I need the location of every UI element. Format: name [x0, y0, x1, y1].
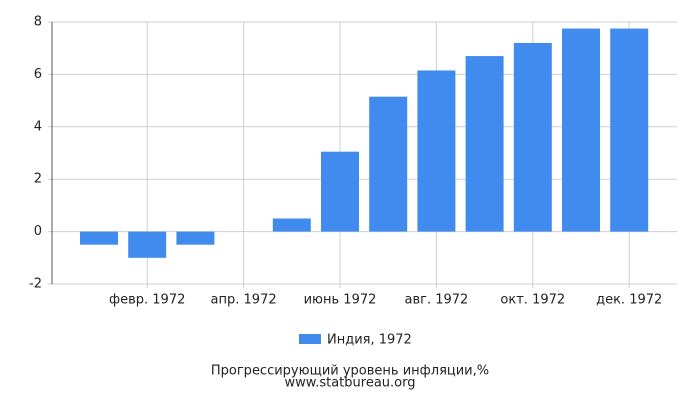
- x-tick-label: апр. 1972: [211, 293, 277, 308]
- y-tick-label: -2: [29, 277, 42, 292]
- x-tick-label: февр. 1972: [109, 293, 185, 308]
- bar: [321, 151, 359, 232]
- y-tick-label: 4: [34, 119, 42, 134]
- y-tick-label: 6: [34, 67, 42, 82]
- x-tick-label: авг. 1972: [404, 293, 468, 308]
- bar: [272, 218, 311, 232]
- x-tick-label: окт. 1972: [500, 293, 565, 308]
- bar: [610, 28, 649, 232]
- bar: [176, 231, 215, 245]
- bar: [562, 28, 600, 232]
- chart-title: Прогрессирующий уровень инфляции,%: [211, 364, 489, 379]
- bar: [128, 231, 167, 258]
- bar: [417, 70, 456, 232]
- x-tick-label: дек. 1972: [596, 293, 662, 308]
- bar: [80, 231, 118, 245]
- bar: [513, 42, 552, 232]
- x-tick-label: июнь 1972: [304, 293, 377, 308]
- y-tick-label: 0: [34, 224, 42, 239]
- bar: [369, 96, 408, 232]
- chart-subtitle: www.statbureau.org: [285, 376, 416, 391]
- legend-swatch: [299, 334, 321, 344]
- bar: [465, 56, 504, 232]
- y-tick-label: 8: [34, 15, 42, 30]
- y-tick-label: 2: [34, 172, 42, 187]
- legend-label: Индия, 1972: [327, 333, 412, 348]
